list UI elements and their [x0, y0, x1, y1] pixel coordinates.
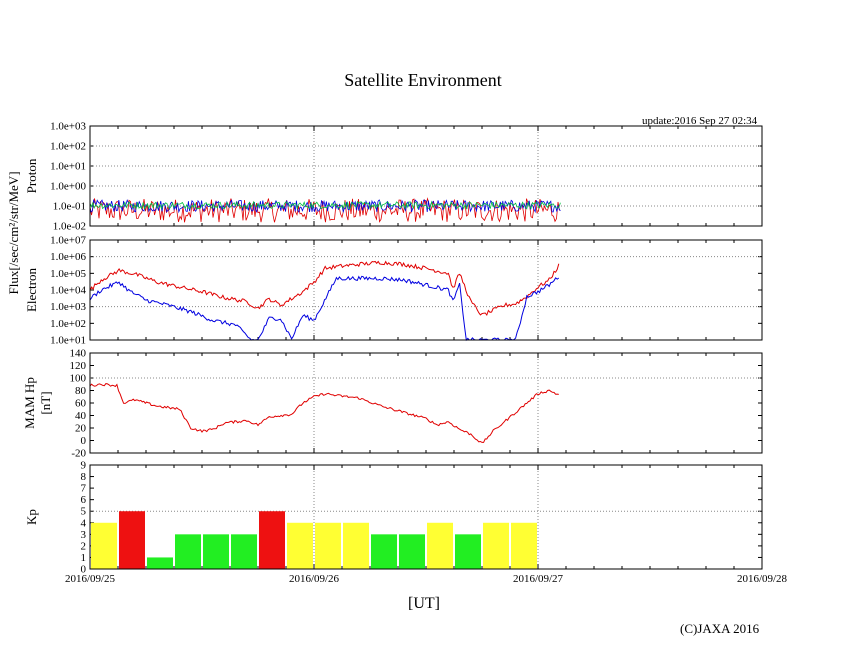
- y-tick-label: 4: [81, 517, 87, 529]
- y-axis-label: Kp: [24, 509, 39, 525]
- kp-bar: [231, 534, 257, 569]
- kp-bar: [287, 522, 313, 569]
- y-tick-label: 6: [81, 494, 87, 506]
- kp-bar: [259, 511, 285, 569]
- y-tick-label: 1.0e+01: [50, 161, 86, 173]
- proton-green-series: [89, 200, 561, 210]
- panel-electron: 1.0e+01 1.0e+02 1.0e+03 1.0e+04 1.0e+05 1.0e+…: [24, 235, 763, 347]
- panel-frame: [89, 464, 763, 570]
- y-tick-label: -20: [71, 448, 86, 460]
- y-tick-label: 40: [75, 410, 87, 422]
- kp-bar: [455, 534, 481, 569]
- y-tick-label: 1.0e+03: [50, 121, 86, 133]
- y-tick-label: 1.0e+02: [50, 318, 86, 330]
- y-tick-label: 120: [70, 360, 87, 372]
- panel-proton: 1.0e-02 1.0e-01 1.0e+00 1.0e+01 1.0e+02 1.0e+…: [24, 121, 763, 233]
- x-axis-unit-label: [UT]: [408, 595, 440, 612]
- y-axis-label: [nT]: [38, 391, 53, 414]
- y-tick-label: 100: [70, 373, 87, 385]
- kp-bar: [511, 522, 537, 569]
- x-tick-label: 2016/09/27: [513, 573, 564, 585]
- hp-red-series: [89, 383, 559, 443]
- y-tick-label: 60: [75, 398, 87, 410]
- y-tick-label: 5: [81, 506, 87, 518]
- electron-blue-series: [89, 275, 560, 342]
- electron-red-series: [89, 260, 560, 317]
- y-axis-label: Electron: [24, 267, 39, 312]
- y-tick-label: 1.0e-02: [53, 221, 86, 233]
- y-tick-label: 3: [81, 529, 87, 541]
- copyright-text: (C)JAXA 2016: [680, 621, 760, 636]
- kp-bar: [483, 522, 509, 569]
- y-tick-label: 8: [81, 471, 87, 483]
- y-tick-label: 1.0e+00: [50, 181, 86, 193]
- kp-bar: [371, 534, 397, 569]
- x-tick-label: 2016/09/28: [737, 573, 788, 585]
- kp-bar: [427, 522, 453, 569]
- kp-bar: [175, 534, 201, 569]
- y-tick-label: 7: [81, 483, 87, 495]
- kp-bar: [315, 522, 341, 569]
- chart-title: Satellite Environment: [344, 70, 502, 90]
- y-tick-label: 1.0e+03: [50, 301, 86, 313]
- x-tick-label: 2016/09/26: [289, 573, 340, 585]
- y-tick-label: 1.0e+04: [50, 285, 86, 297]
- y-tick-label: 1.0e+07: [50, 235, 86, 247]
- y-tick-label: 80: [75, 385, 87, 397]
- update-timestamp: update:2016 Sep 27 02:34: [642, 115, 758, 127]
- panel-frame: [89, 125, 763, 227]
- kp-bar: [119, 511, 145, 569]
- y-tick-label: 0: [81, 564, 87, 576]
- y-tick-label: 1.0e+06: [50, 251, 86, 263]
- y-tick-label: 1.0e+01: [50, 335, 86, 347]
- y-axis-label: Proton: [24, 158, 39, 193]
- kp-bar: [399, 534, 425, 569]
- y-tick-label: 140: [70, 348, 87, 360]
- y-tick-label: 9: [81, 460, 87, 472]
- flux-axis-label: Flux[/sec/cm²/str/MeV]: [6, 171, 21, 294]
- panel-frame: [89, 239, 763, 341]
- y-axis-label: MAM Hp: [22, 377, 37, 429]
- y-tick-label: 20: [75, 423, 87, 435]
- y-tick-label: 1.0e+05: [50, 268, 86, 280]
- kp-bar: [147, 557, 173, 569]
- panel-frame: [89, 352, 763, 454]
- y-tick-label: 1.0e-01: [53, 201, 86, 213]
- kp-bar: [203, 534, 229, 569]
- x-tick-label: 2016/09/25: [65, 573, 116, 585]
- kp-bar: [343, 522, 369, 569]
- y-tick-label: 2: [81, 540, 87, 552]
- y-tick-label: 1.0e+02: [50, 141, 86, 153]
- kp-bar: [91, 522, 117, 569]
- y-tick-label: 0: [81, 435, 87, 447]
- y-tick-label: 1: [81, 552, 87, 564]
